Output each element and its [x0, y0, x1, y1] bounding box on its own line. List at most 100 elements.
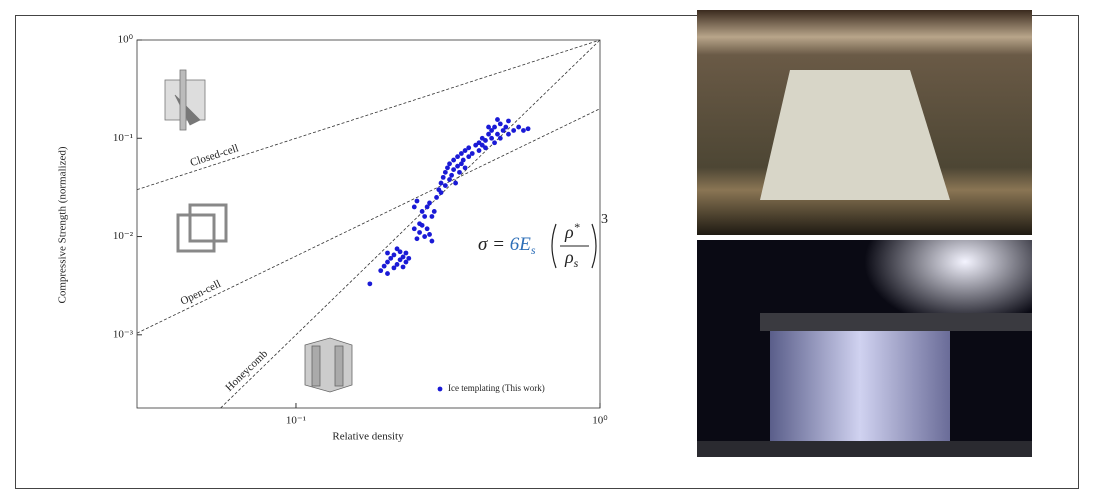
equation-rho: ρ — [564, 222, 574, 242]
page: Compressive Strength (normalized) Relati… — [0, 0, 1093, 501]
data-point — [395, 246, 400, 251]
data-point — [404, 251, 409, 256]
y-tick-label: 10⁻² — [113, 230, 134, 242]
data-point — [506, 119, 511, 124]
equation-denominator: ρs — [564, 247, 579, 270]
equation-superscript: * — [574, 220, 580, 234]
data-point — [449, 173, 454, 178]
data-point — [457, 170, 462, 175]
reference-line — [137, 109, 600, 333]
data-point — [412, 205, 417, 210]
equation-paren — [592, 224, 596, 268]
equation: σ = 6Es — [478, 234, 536, 256]
data-point — [443, 183, 448, 188]
y-axis-label: Compressive Strength (normalized) — [57, 146, 69, 303]
icon-closed-cell — [165, 70, 205, 130]
data-point — [439, 181, 444, 186]
data-point — [382, 264, 387, 269]
data-point — [486, 125, 491, 130]
equation-subscript: s — [574, 256, 579, 270]
data-point — [441, 175, 446, 180]
data-point — [516, 125, 521, 130]
data-point — [503, 125, 508, 130]
data-point — [434, 195, 439, 200]
x-axis-label: Relative density — [332, 431, 404, 443]
data-point — [401, 255, 406, 260]
data-point — [385, 260, 390, 265]
x-tick-label: 10⁻¹ — [286, 415, 306, 427]
reference-line — [137, 40, 600, 190]
data-point — [451, 167, 456, 172]
data-point — [425, 205, 430, 210]
data-point — [443, 170, 448, 175]
data-point — [489, 136, 494, 141]
data-point — [367, 281, 372, 286]
data-point — [463, 165, 468, 170]
reference-line — [221, 40, 600, 408]
data-point — [495, 132, 500, 137]
data-point — [430, 239, 435, 244]
data-point — [477, 148, 482, 153]
data-point — [470, 151, 475, 156]
data-point — [495, 117, 500, 122]
data-point — [417, 230, 422, 235]
data-point — [498, 122, 503, 127]
y-tick-label: 10⁻³ — [113, 328, 134, 340]
reference-line-label: Open-cell — [179, 278, 223, 308]
equation-exponent: 3 — [601, 212, 608, 227]
data-point — [417, 221, 422, 226]
equation-lhs: σ = — [478, 234, 510, 255]
data-point — [392, 253, 397, 258]
chart: Compressive Strength (normalized) Relati… — [0, 0, 1093, 501]
data-point — [415, 199, 420, 204]
data-point — [492, 125, 497, 130]
data-point — [486, 132, 491, 137]
data-point — [506, 132, 511, 137]
reference-line-label: Honeycomb — [223, 348, 270, 394]
legend-marker — [438, 387, 443, 392]
legend-label: Ice templating (This work) — [448, 383, 545, 393]
data-point — [521, 128, 526, 133]
photo-platen — [697, 441, 1032, 457]
data-point — [432, 209, 437, 214]
data-point — [378, 268, 383, 273]
equation-rho: ρ — [564, 247, 574, 267]
plot-frame — [137, 40, 600, 408]
data-point — [385, 251, 390, 256]
data-point — [395, 262, 400, 267]
data-point — [422, 214, 427, 219]
data-point — [447, 161, 452, 166]
data-point — [439, 190, 444, 195]
data-point — [422, 234, 427, 239]
reference-line-label: Closed-cell — [189, 142, 240, 169]
data-point — [420, 209, 425, 214]
y-tick-label: 10⁻¹ — [113, 132, 133, 144]
data-point — [412, 226, 417, 231]
photo-sample — [770, 331, 950, 441]
data-point — [447, 177, 452, 182]
y-tick-label: 10⁰ — [118, 34, 134, 46]
equation-numerator: ρ* — [564, 220, 580, 242]
data-point — [406, 256, 411, 261]
photo-platen — [760, 313, 1032, 331]
data-point — [455, 154, 460, 159]
data-point — [425, 226, 430, 231]
icon-honeycomb — [305, 338, 352, 392]
data-point — [483, 138, 488, 143]
data-point — [511, 128, 516, 133]
x-tick-label: 10⁰ — [592, 415, 608, 427]
data-point — [385, 271, 390, 276]
data-point — [498, 136, 503, 141]
equation-paren — [552, 224, 556, 268]
data-point — [401, 265, 406, 270]
data-point — [453, 181, 458, 186]
data-point — [427, 232, 432, 237]
data-point — [492, 140, 497, 145]
data-point — [480, 143, 485, 148]
data-point — [526, 126, 531, 131]
data-point — [461, 158, 466, 163]
data-point — [445, 165, 450, 170]
data-point — [415, 236, 420, 241]
icon-open-cell — [178, 205, 226, 251]
data-point — [427, 200, 432, 205]
